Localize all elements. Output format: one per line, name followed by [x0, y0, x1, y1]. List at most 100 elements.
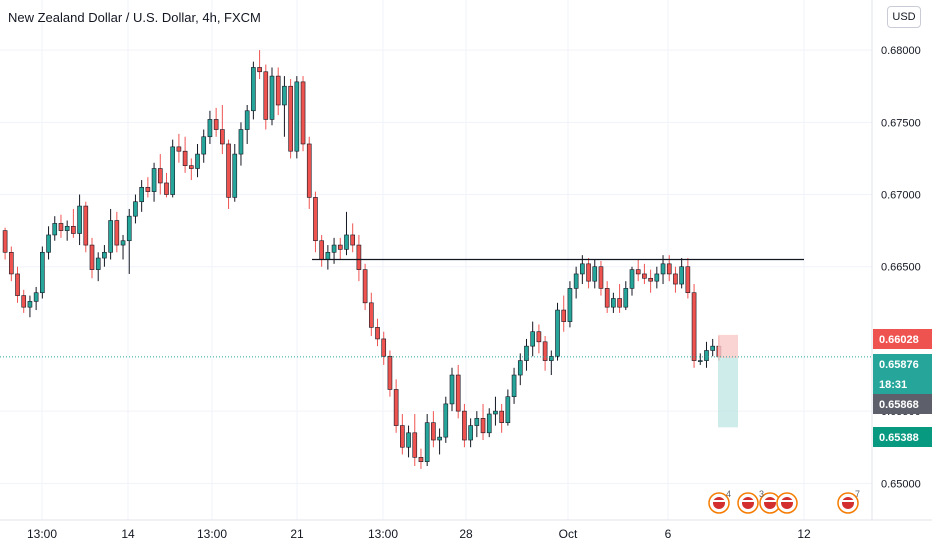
candle-body [238, 129, 244, 155]
candle-body [555, 309, 560, 357]
candle [443, 396, 449, 443]
candle [555, 302, 560, 361]
candle-body [536, 331, 542, 343]
candle-body [635, 269, 641, 275]
candle-body [350, 234, 356, 246]
candle-body [319, 240, 324, 260]
candle [480, 403, 486, 441]
flag-core [842, 497, 854, 509]
candle [319, 234, 324, 267]
candle [635, 259, 641, 282]
target-price-tag-text: 0.65388 [879, 432, 919, 444]
candle-body [133, 201, 138, 217]
candle [592, 259, 598, 289]
candle-body [710, 345, 716, 351]
price-tick-label: 0.65000 [881, 478, 921, 490]
candle-body [449, 374, 455, 405]
candle-body [257, 67, 262, 73]
price-tick-label: 0.67500 [881, 117, 921, 129]
candle [611, 292, 616, 313]
candle-body [8, 251, 14, 275]
candle [561, 295, 567, 332]
candle-body [294, 81, 300, 152]
candle [288, 78, 293, 159]
candle-body [102, 251, 107, 259]
candle [195, 143, 200, 178]
event-flag-icon [776, 492, 798, 514]
candle-body [226, 143, 231, 198]
candle-body [567, 288, 573, 322]
candle-body [77, 205, 82, 234]
candle-body [580, 263, 585, 275]
candle [71, 208, 76, 238]
candle-body [313, 197, 318, 242]
candle [617, 284, 622, 313]
event-flag-icon [837, 492, 859, 514]
candle [412, 414, 418, 467]
candle-body [424, 422, 430, 462]
candle [362, 263, 368, 311]
take-profit-zone [718, 357, 738, 428]
candle-body [418, 457, 424, 462]
candle-body [2, 230, 8, 253]
symbol-title[interactable]: New Zealand Dollar / U.S. Dollar, 4h, FX… [8, 10, 261, 25]
current-price-tag: 0.65876 [873, 354, 932, 374]
candle-body [275, 75, 281, 106]
candle [356, 234, 362, 282]
price-axis[interactable]: 0.680000.675000.670000.665000.655000.650… [881, 45, 921, 490]
candle [77, 194, 82, 246]
flag-stripe [764, 500, 776, 502]
candle [499, 403, 504, 433]
candle-body [139, 186, 144, 203]
candle [462, 403, 467, 448]
candle-body [15, 273, 20, 296]
event-flag-icon [759, 492, 781, 514]
candle-body [89, 244, 95, 270]
candle-body [542, 341, 548, 361]
candle [120, 234, 126, 260]
candle [176, 133, 182, 163]
candle-body [27, 301, 33, 308]
candle [263, 64, 269, 130]
candle-body [46, 234, 51, 253]
candle [517, 353, 523, 386]
candle-body [629, 269, 635, 289]
candle [207, 110, 213, 144]
candle-body [126, 215, 132, 242]
candle [642, 263, 647, 285]
candle-body [52, 223, 58, 236]
candle [170, 139, 176, 198]
candle-body [499, 410, 504, 423]
candle-body [393, 389, 399, 426]
time-axis[interactable]: 13:00 14 13:00 21 13:00 28 Oct 6 12 [27, 527, 811, 541]
candle-body [40, 251, 45, 294]
candle [313, 191, 318, 253]
candle-body [598, 266, 604, 289]
entry-price-tag: 0.65868 [873, 394, 932, 414]
event-count: 7 [855, 489, 860, 499]
candle [505, 389, 511, 426]
candle [15, 266, 20, 303]
candle-body [176, 146, 182, 152]
currency-button[interactable]: USD [887, 6, 921, 28]
candle [704, 341, 709, 368]
candle-body [673, 273, 678, 285]
candle [257, 50, 262, 79]
candle-body [244, 110, 250, 130]
candle-body [691, 292, 697, 361]
candle [400, 414, 405, 455]
candle [83, 201, 89, 253]
candle-body [443, 403, 449, 438]
candle [598, 260, 604, 296]
candle-body [406, 432, 411, 448]
candle-body [213, 119, 219, 130]
candle-body [108, 220, 113, 253]
candle [511, 367, 517, 404]
economic-events[interactable]: 4 3 7 [708, 489, 860, 514]
flag-core [742, 497, 754, 509]
candle-body [83, 205, 89, 246]
flag-stripe [713, 500, 725, 502]
candle-body [604, 288, 610, 308]
candle [542, 336, 548, 371]
